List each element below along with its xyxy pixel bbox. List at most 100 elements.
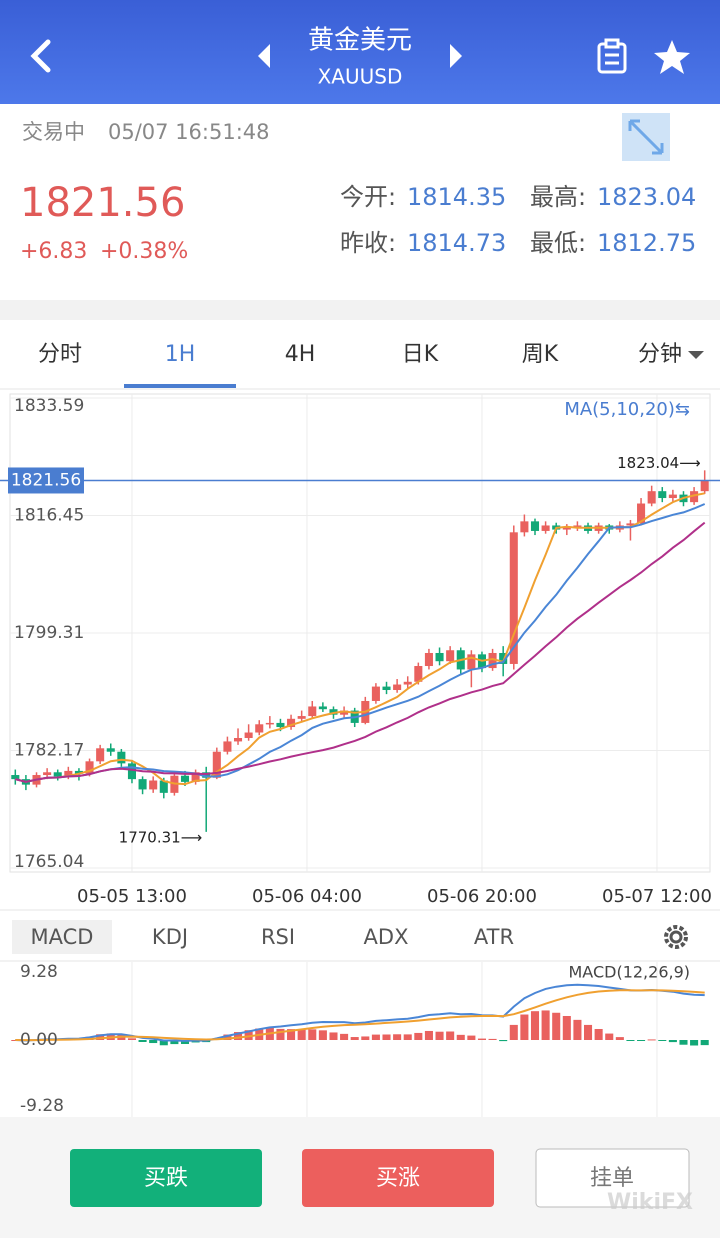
tab[interactable]: 分时 xyxy=(38,342,82,367)
tab[interactable]: 日K xyxy=(402,342,439,367)
macd-bar xyxy=(414,1032,423,1040)
candle-body xyxy=(435,652,444,662)
order-button[interactable] xyxy=(535,1148,690,1208)
x-tick-label: 05-07 12:00 xyxy=(602,886,712,907)
macd-bar xyxy=(690,1040,699,1046)
candle-body xyxy=(382,686,391,691)
candle-body xyxy=(234,738,243,742)
time: 05/07 16:51:48 xyxy=(108,120,270,144)
settings-icon[interactable] xyxy=(664,925,688,949)
macd-bar xyxy=(615,1037,624,1040)
candle-body xyxy=(127,763,136,780)
button-label[interactable]: 买跌 xyxy=(144,1166,188,1191)
macd-plot xyxy=(11,962,709,1117)
buy-button[interactable] xyxy=(302,1149,494,1207)
macd-bar xyxy=(329,1032,338,1040)
macd-bar xyxy=(658,1040,667,1041)
candle-body xyxy=(509,532,518,664)
candle-body xyxy=(11,775,20,780)
dea-line xyxy=(15,989,705,1042)
expand-icon[interactable] xyxy=(622,113,670,161)
macd-bar xyxy=(446,1031,455,1040)
indicator-tab[interactable]: ATR xyxy=(474,925,514,949)
candle-body xyxy=(191,772,200,782)
sell-button[interactable] xyxy=(70,1149,262,1207)
macd-bar xyxy=(499,1040,508,1042)
macd-bar xyxy=(180,1040,190,1045)
tab[interactable]: 分钟 xyxy=(638,342,682,367)
candle-body xyxy=(446,650,455,662)
ma-line xyxy=(15,503,706,783)
macd-bar xyxy=(605,1033,614,1040)
change-percent: +0.38% xyxy=(100,239,188,264)
macd-bar xyxy=(668,1040,677,1043)
title: 黄金美元 xyxy=(308,26,412,56)
stat-label: 最高: xyxy=(530,183,586,211)
macd-bar xyxy=(700,1040,709,1046)
macd-bar xyxy=(530,1011,540,1040)
macd-bar xyxy=(149,1040,158,1044)
button-label[interactable]: 挂单 xyxy=(590,1166,634,1191)
chart-panel xyxy=(0,390,720,1117)
candle-body xyxy=(180,775,190,782)
indicator-tab[interactable]: RSI xyxy=(261,925,295,949)
y-tick-label: -9.28 xyxy=(20,1096,64,1116)
macd-bar xyxy=(234,1032,243,1040)
macd-bar xyxy=(318,1030,327,1040)
candle-body xyxy=(690,491,699,503)
macd-bar xyxy=(159,1040,168,1046)
ma-line xyxy=(15,521,706,783)
tab[interactable]: 1H xyxy=(165,342,196,367)
macd-bar xyxy=(509,1024,518,1040)
stat-label: 最低: xyxy=(530,229,586,257)
macd-bar xyxy=(350,1037,359,1040)
notes-icon[interactable] xyxy=(597,38,627,74)
stat-value: 1814.35 xyxy=(407,183,506,211)
macd-bar xyxy=(647,1039,656,1041)
back-button[interactable] xyxy=(30,39,51,73)
y-tick-label: 1765.04 xyxy=(14,852,84,872)
macd-bar xyxy=(424,1030,433,1040)
candle-body xyxy=(255,724,264,733)
candle-body xyxy=(371,686,380,701)
watermark: WikiFX xyxy=(607,1190,693,1215)
x-tick-label: 05-06 20:00 xyxy=(427,886,537,907)
tab[interactable]: 4H xyxy=(285,342,316,367)
macd-bar xyxy=(435,1031,444,1040)
macd-bar xyxy=(541,1010,550,1040)
candle-body xyxy=(308,706,317,717)
candle-body xyxy=(276,722,285,728)
x-tick-label: 05-05 13:00 xyxy=(77,886,187,907)
indicator-tab[interactable]: MACD xyxy=(31,925,94,949)
candle-body xyxy=(329,709,338,715)
candle-body xyxy=(488,652,497,669)
x-tick-label: 05-06 04:00 xyxy=(252,886,362,907)
active-indicator-bg xyxy=(12,920,112,954)
price: 1821.56 xyxy=(20,180,185,226)
candle-body xyxy=(106,748,115,752)
candle-body xyxy=(223,741,232,752)
status: 交易中 xyxy=(22,120,85,144)
macd-bar xyxy=(552,1012,561,1040)
button-label[interactable]: 买涨 xyxy=(376,1166,420,1191)
prev-symbol[interactable] xyxy=(258,44,270,68)
macd-bar xyxy=(170,1040,179,1045)
indicator-tab[interactable]: KDJ xyxy=(152,925,188,949)
candle-body xyxy=(668,494,677,499)
macd-bar xyxy=(297,1029,306,1040)
indicator-tab[interactable]: ADX xyxy=(364,925,409,949)
candle-body xyxy=(562,526,571,530)
favorite-icon[interactable] xyxy=(654,40,690,74)
next-symbol[interactable] xyxy=(450,44,462,68)
tab-bar xyxy=(0,320,720,390)
dropdown-arrow xyxy=(688,351,704,359)
candle-body xyxy=(85,761,94,774)
candle-body xyxy=(530,521,540,531)
last-price-label: 1821.56 xyxy=(11,470,81,490)
extreme-label: 1770.31⟶ xyxy=(119,828,203,846)
candle-body xyxy=(541,525,550,531)
candle-body xyxy=(403,681,412,685)
tab[interactable]: 周K xyxy=(522,342,559,367)
